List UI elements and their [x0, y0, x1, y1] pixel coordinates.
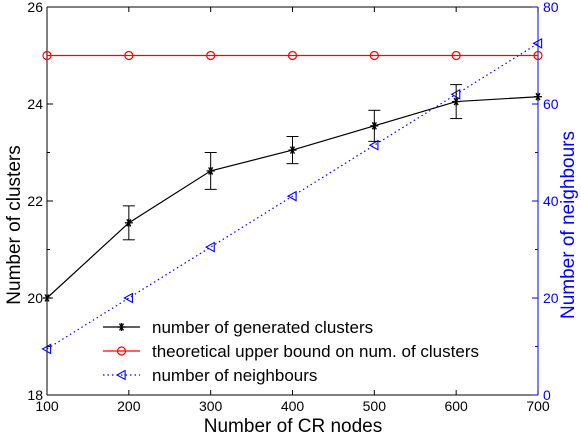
series-0	[43, 84, 542, 302]
legend-marker	[117, 323, 126, 331]
data-point	[206, 166, 215, 175]
y-right-tick-label: 80	[543, 0, 559, 15]
data-point	[288, 146, 297, 155]
y-left-tick-label: 26	[27, 0, 43, 15]
data-point	[369, 50, 379, 61]
legend-item: number of generated clusters	[103, 318, 373, 337]
series-line	[46, 96, 539, 299]
series-layer	[41, 37, 543, 355]
legend-label: number of generated clusters	[152, 318, 373, 337]
data-point	[123, 292, 133, 304]
data-point	[532, 37, 543, 49]
data-point	[534, 92, 542, 101]
y-left-tick-label: 24	[27, 96, 43, 112]
y-axis-left-label: Number of clusters	[4, 145, 25, 304]
y-axis-right: 0 20 40 60 80	[532, 0, 559, 403]
x-tick-label: 400	[281, 398, 305, 414]
data-point	[287, 50, 298, 61]
y-left-tick-label: 20	[27, 290, 43, 306]
x-tick-label: 600	[444, 398, 468, 414]
y-left-tick-label: 22	[27, 193, 43, 209]
x-tick-label: 700	[526, 398, 550, 414]
y-axis-right-label: Number of neighbours	[558, 131, 579, 319]
data-point	[533, 50, 543, 61]
legend-marker	[115, 369, 126, 381]
x-tick-label: 300	[199, 398, 223, 414]
legend-marker	[116, 346, 127, 356]
x-axis: 100 200 300 400 500 600 700	[35, 7, 550, 414]
legend: number of generated clusters theoretical …	[103, 318, 479, 385]
x-tick-label: 100	[35, 398, 59, 414]
y-left-tick-label: 18	[27, 387, 43, 403]
legend-label: number of neighbours	[152, 366, 317, 385]
data-point	[206, 50, 216, 61]
y-right-tick-label: 20	[543, 290, 559, 306]
data-point	[124, 50, 134, 61]
data-point	[286, 190, 297, 202]
data-point	[43, 294, 51, 302]
y-right-tick-label: 40	[543, 193, 559, 209]
x-tick-label: 500	[363, 398, 387, 414]
y-right-tick-label: 60	[543, 96, 559, 112]
data-point	[205, 241, 215, 253]
y-axis-left: 18 20 22 24 26	[27, 0, 53, 403]
data-point	[124, 218, 133, 227]
series-1	[42, 50, 543, 61]
data-point	[451, 50, 461, 61]
series-2	[41, 37, 543, 355]
y-right-tick-label: 0	[543, 387, 551, 403]
data-point	[368, 139, 379, 151]
data-point	[41, 343, 52, 355]
x-axis-label: Number of CR nodes	[204, 416, 382, 437]
data-point	[452, 97, 461, 106]
x-tick-label: 200	[117, 398, 141, 414]
series-line	[46, 42, 539, 350]
data-point	[370, 121, 379, 130]
legend-item: theoretical upper bound on num. of clust…	[103, 342, 479, 361]
legend-item: number of neighbours	[103, 366, 317, 385]
data-point	[42, 50, 52, 61]
legend-label: theoretical upper bound on num. of clust…	[152, 342, 479, 361]
